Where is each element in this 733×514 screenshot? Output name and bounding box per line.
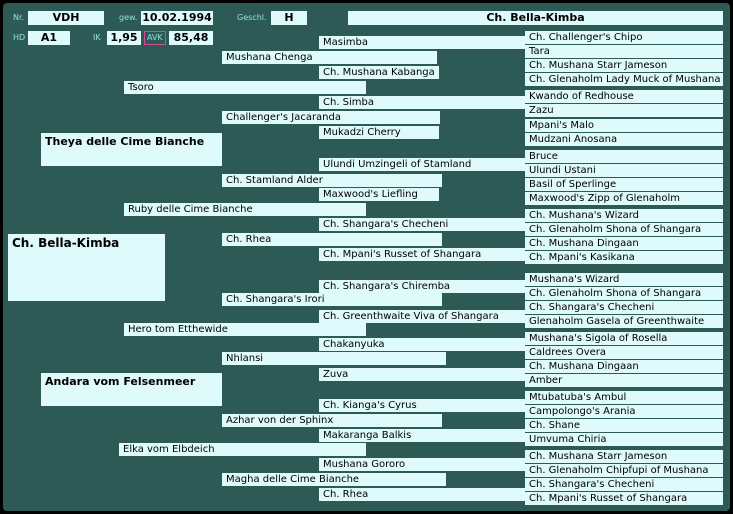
gen4-cell[interactable]: Ch. Greenthwaite Viva of Shangara [319, 310, 525, 323]
gen5-cell[interactable]: Ulundi Ustani [525, 164, 723, 177]
gen5-cell[interactable]: Ch. Glenaholm Shona of Shangara [525, 223, 723, 236]
geschl-field[interactable]: H [271, 11, 307, 25]
grandparent-cell[interactable]: Ruby delle Cime Bianche [124, 203, 366, 216]
grandparent-cell[interactable]: Hero tom Etthewide [124, 323, 366, 336]
nr-label: Nr. [13, 13, 25, 22]
gen5-cell[interactable]: Ch. Mushana Dingaan [525, 237, 723, 250]
pedigree-panel: Nr. VDH gew. 10.02.1994 Geschl. H Ch. Be… [3, 3, 730, 511]
gen5-cell[interactable]: Mpani's Malo [525, 119, 723, 132]
gen5-cell[interactable]: Amber [525, 374, 723, 387]
gen5-cell[interactable]: Ch. Shane [525, 419, 723, 432]
gen5-cell[interactable]: Bruce [525, 150, 723, 163]
gen5-cell[interactable]: Mushana's Sigola of Rosella [525, 332, 723, 345]
gen5-cell[interactable]: Campolongo's Arania [525, 405, 723, 418]
avk-field[interactable]: 85,48 [169, 31, 213, 45]
gen5-cell[interactable]: Ch. Challenger's Chipo [525, 31, 723, 44]
gen4-cell[interactable]: Ch. Rhea [319, 488, 525, 501]
gen5-cell[interactable]: Mushana's Wizard [525, 273, 723, 286]
name-field[interactable]: Ch. Bella-Kimba [348, 11, 723, 25]
subject-cell[interactable]: Ch. Bella-Kimba [8, 234, 165, 301]
gen4-cell[interactable]: Ch. Mpani's Russet of Shangara [319, 248, 525, 261]
gen5-cell[interactable]: Zazu [525, 104, 723, 117]
gen5-cell[interactable]: Ch. Mpani's Kasikana [525, 251, 723, 264]
gen4-cell[interactable]: Mushana Gororo [319, 458, 525, 471]
grandparent-cell[interactable]: Tsoro [124, 81, 366, 94]
gen5-cell[interactable]: Ch. Glenaholm Chipfupi of Mushana [525, 464, 723, 477]
geschl-label: Geschl. [237, 13, 267, 22]
gen5-cell[interactable]: Mtubatuba's Ambul [525, 391, 723, 404]
gen4-cell[interactable]: Chakanyuka [319, 338, 525, 351]
gen4-cell[interactable]: Ulundi Umzingeli of Stamland [319, 158, 525, 171]
grandparent-cell[interactable]: Elka vom Elbdeich [119, 443, 366, 456]
great-grandparent-cell[interactable]: Ch. Rhea [222, 233, 442, 246]
sire-cell[interactable]: Theya delle Cime Bianche [41, 133, 222, 166]
gen5-cell[interactable]: Ch. Glenaholm Lady Muck of Mushana [525, 73, 723, 86]
gen5-cell[interactable]: Caldrees Overa [525, 346, 723, 359]
gen5-cell[interactable]: Ch. Mushana's Wizard [525, 209, 723, 222]
gen4-cell[interactable]: Makaranga Balkis [319, 429, 525, 442]
gew-label: gew. [119, 13, 138, 22]
gen4-cell[interactable]: Ch. Shangara's Checheni [319, 218, 525, 231]
gen5-cell[interactable]: Ch. Mushana Dingaan [525, 360, 723, 373]
great-grandparent-cell[interactable]: Ch. Stamland Alder [222, 174, 442, 187]
ik-field[interactable]: 1,95 [107, 31, 141, 45]
gen5-cell[interactable]: Ch. Shangara's Checheni [525, 478, 723, 491]
great-grandparent-cell[interactable]: Nhlansi [222, 352, 446, 365]
hd-label: HD [13, 33, 26, 42]
nr-field[interactable]: VDH [28, 11, 104, 25]
avk-label: AVK [144, 31, 166, 45]
gew-field[interactable]: 10.02.1994 [141, 11, 213, 25]
gen5-cell[interactable]: Ch. Glenaholm Shona of Shangara [525, 287, 723, 300]
gen5-cell[interactable]: Glenaholm Gasela of Greenthwaite [525, 315, 723, 328]
gen5-cell[interactable]: Kwando of Redhouse [525, 90, 723, 103]
gen4-cell[interactable]: Ch. Mushana Kabanga [319, 66, 439, 79]
gen4-cell[interactable]: Mukadzi Cherry [319, 126, 439, 139]
gen4-cell[interactable]: Ch. Simba [319, 96, 525, 109]
gen5-cell[interactable]: Maxwood's Zipp of Glenaholm [525, 192, 723, 205]
gen5-cell[interactable]: Ch. Mushana Starr Jameson [525, 450, 723, 463]
gen5-cell[interactable]: Mudzani Anosana [525, 133, 723, 146]
gen5-cell[interactable]: Tara [525, 45, 723, 58]
great-grandparent-cell[interactable]: Ch. Shangara's Irori [222, 293, 442, 306]
gen5-cell[interactable]: Ch. Shangara's Checheni [525, 301, 723, 314]
gen4-cell[interactable]: Ch. Shangara's Chiremba [319, 280, 525, 293]
gen4-cell[interactable]: Maxwood's Liefling [319, 188, 439, 201]
gen5-cell[interactable]: Umvuma Chiria [525, 433, 723, 446]
dam-cell[interactable]: Andara vom Felsenmeer [41, 373, 222, 406]
gen5-cell[interactable]: Basil of Sperlinge [525, 178, 723, 191]
hd-field[interactable]: A1 [28, 31, 70, 45]
great-grandparent-cell[interactable]: Challenger's Jacaranda [222, 111, 440, 124]
great-grandparent-cell[interactable]: Magha delle Cime Bianche [222, 473, 446, 486]
gen4-cell[interactable]: Masimba [319, 36, 525, 49]
ik-label: IK [93, 33, 101, 42]
gen5-cell[interactable]: Ch. Mushana Starr Jameson [525, 59, 723, 72]
great-grandparent-cell[interactable]: Mushana Chenga [222, 51, 437, 64]
gen4-cell[interactable]: Ch. Kianga's Cyrus [319, 399, 525, 412]
gen4-cell[interactable]: Zuva [319, 368, 525, 381]
gen5-cell[interactable]: Ch. Mpani's Russet of Shangara [525, 492, 723, 505]
great-grandparent-cell[interactable]: Azhar von der Sphinx [222, 414, 442, 427]
